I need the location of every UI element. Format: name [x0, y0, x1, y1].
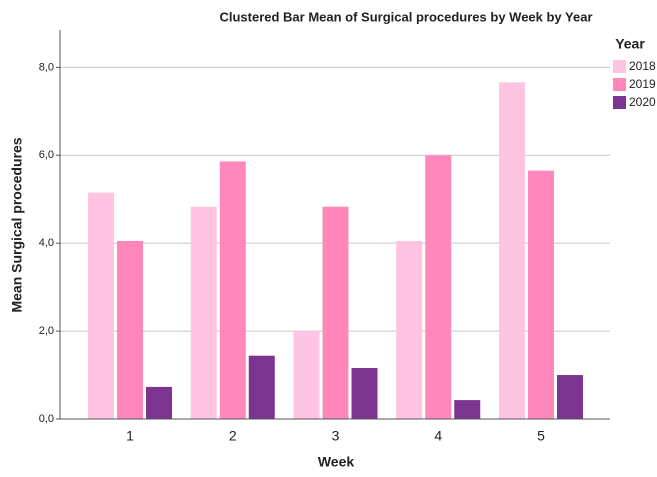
bar [425, 155, 452, 419]
y-axis-label: Mean Surgical procedures [9, 137, 25, 312]
bar [322, 206, 349, 419]
legend-swatch [613, 60, 626, 73]
bar [248, 355, 275, 419]
bar [219, 161, 246, 419]
legend-title: Year [615, 36, 645, 52]
bar [528, 170, 554, 419]
legend-swatch [613, 96, 626, 109]
x-tick-label: 4 [434, 428, 442, 444]
y-tick-label: 0,0 [39, 413, 54, 425]
legend-label: 2019 [629, 77, 656, 91]
legend-label: 2020 [629, 95, 656, 109]
bar [557, 375, 583, 419]
legend-label: 2018 [629, 59, 656, 73]
bar [454, 400, 481, 419]
bar [146, 386, 172, 419]
y-tick-label: 2,0 [39, 325, 54, 337]
bar [293, 331, 320, 419]
x-tick-label: 3 [332, 428, 340, 444]
x-axis-label: Week [318, 454, 355, 470]
bar [88, 192, 114, 419]
bar [117, 240, 143, 419]
y-tick-label: 8,0 [39, 61, 54, 73]
x-tick-label: 5 [537, 428, 545, 444]
bar [499, 82, 525, 419]
chart-title: Clustered Bar Mean of Surgical procedure… [219, 9, 592, 24]
x-tick-label: 1 [126, 428, 134, 444]
bar [351, 368, 378, 419]
bar [396, 240, 423, 419]
legend-swatch [613, 78, 626, 91]
y-tick-label: 6,0 [39, 149, 54, 161]
bar [190, 206, 217, 419]
x-tick-label: 2 [229, 428, 237, 444]
y-tick-label: 4,0 [39, 237, 54, 249]
